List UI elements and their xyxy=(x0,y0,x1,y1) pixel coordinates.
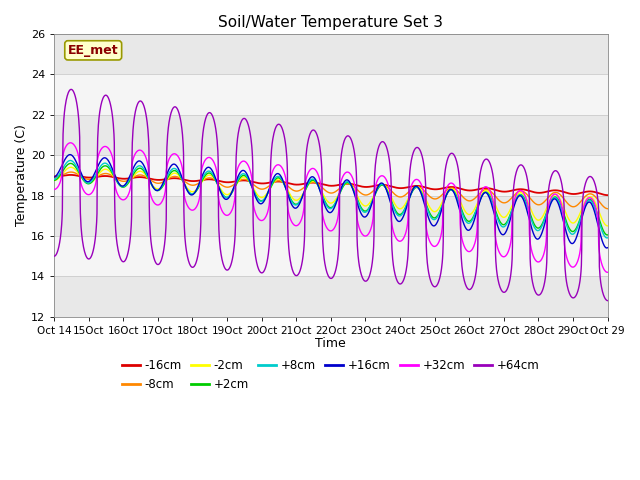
Bar xyxy=(54,195,608,236)
X-axis label: Time: Time xyxy=(316,337,346,350)
Y-axis label: Temperature (C): Temperature (C) xyxy=(15,124,28,227)
Text: EE_met: EE_met xyxy=(68,44,118,57)
Title: Soil/Water Temperature Set 3: Soil/Water Temperature Set 3 xyxy=(218,15,444,30)
Legend: -16cm, -8cm, -2cm, +2cm, +8cm, +16cm, +32cm, +64cm: -16cm, -8cm, -2cm, +2cm, +8cm, +16cm, +3… xyxy=(117,354,545,396)
Bar xyxy=(54,74,608,115)
Bar xyxy=(54,276,608,317)
Bar xyxy=(54,115,608,155)
Bar xyxy=(54,34,608,74)
Bar xyxy=(54,236,608,276)
Bar xyxy=(54,155,608,195)
